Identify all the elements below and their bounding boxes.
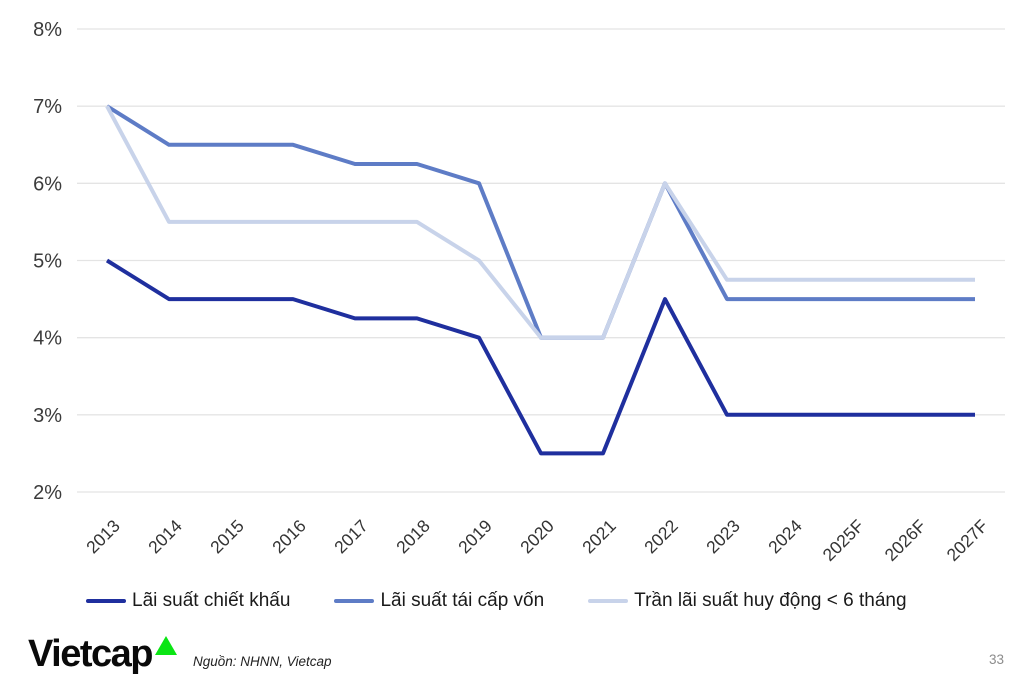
x-axis-tick-label: 2027F (943, 516, 992, 565)
legend-label: Trần lãi suất huy động < 6 tháng (634, 590, 907, 611)
x-axis-tick-label: 2016 (268, 516, 310, 558)
source-note: Nguồn: NHNN, Vietcap (193, 654, 332, 669)
legend-label: Lãi suất chiết khấu (132, 590, 291, 611)
page-number: 33 (988, 652, 1004, 667)
y-axis-tick-label: 5% (33, 251, 62, 273)
x-axis-tick-label: 2015 (206, 516, 248, 558)
y-axis-tick-label: 7% (33, 96, 62, 118)
x-axis-tick-label: 2013 (82, 516, 124, 558)
series-line (105, 105, 975, 340)
y-axis-tick-label: 2% (33, 482, 62, 504)
x-axis-tick-label: 2026F (881, 516, 930, 565)
y-axis-tick-label: 4% (33, 328, 62, 350)
legend-line-swatch-navy (86, 599, 126, 603)
y-axis-tick-label: 3% (33, 405, 62, 427)
series-line (105, 258, 975, 456)
legend-label: Lãi suất tái cấp vốn (380, 590, 545, 611)
slide-footer: Vietcap Nguồn: NHNN, Vietcap 33 (0, 628, 1018, 692)
legend-line-swatch-lightblue (588, 599, 629, 603)
x-axis-tick-label: 2021 (578, 516, 620, 558)
x-axis-tick-label: 2017 (330, 516, 372, 558)
interest-rate-line-chart: 8% 7% 6% 5% 4% 3% 2% 2013 2014 2015 2016 2017 2018 20… (33, 19, 1005, 565)
legend-line-swatch-blue (334, 599, 375, 603)
chart-legend: Lãi suất chiết khấu Lãi suất tái cấp vốn… (86, 590, 1018, 612)
x-axis-tick-label: 2019 (454, 516, 496, 558)
chart-canvas: 8% 7% 6% 5% 4% 3% 2% 2013 2014 2015 2016 2017 2018 20… (33, 19, 1005, 565)
x-axis-tick-label: 2024 (764, 516, 806, 558)
legend-item-deposit-cap[interactable]: Trần lãi suất huy động < 6 tháng (588, 590, 907, 612)
x-axis-tick-label: 2022 (640, 516, 682, 558)
x-axis-tick-label: 2020 (516, 516, 558, 558)
legend-item-discount-rate[interactable]: Lãi suất chiết khấu (86, 590, 290, 612)
y-axis-tick-label: 8% (33, 19, 62, 41)
x-axis-tick-label: 2014 (144, 516, 186, 558)
vietcap-logo-text: Vietcap (28, 633, 153, 675)
x-axis-tick-label: 2023 (702, 516, 744, 558)
vietcap-triangle-icon (154, 636, 177, 655)
y-axis-tick-label: 6% (33, 173, 62, 195)
x-axis-tick-label: 2018 (392, 516, 434, 558)
vietcap-logo: Vietcap (28, 633, 177, 676)
legend-item-refinancing-rate[interactable]: Lãi suất tái cấp vốn (334, 590, 544, 612)
x-axis-tick-label: 2025F (819, 516, 868, 565)
